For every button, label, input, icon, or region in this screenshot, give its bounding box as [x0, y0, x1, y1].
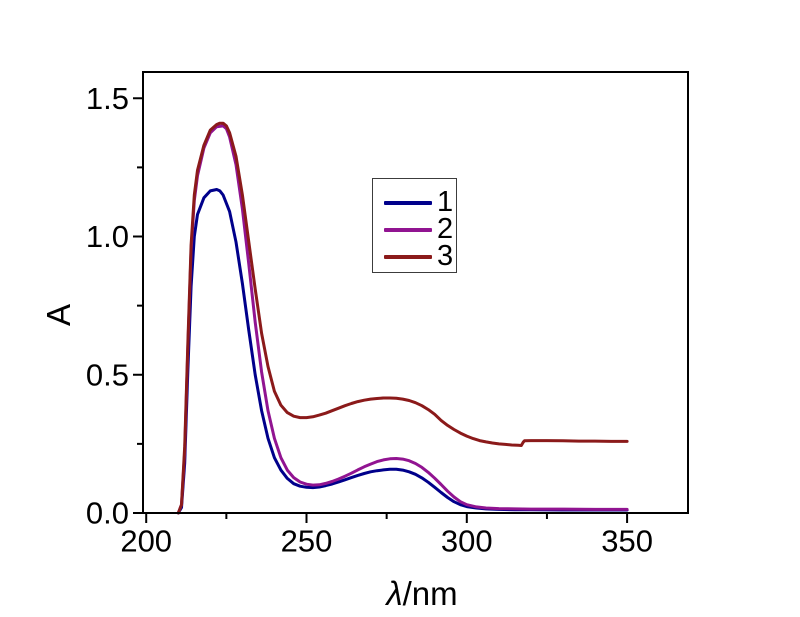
legend-line-series-2 — [384, 227, 432, 232]
y-tick-label-0.5: 0.5 — [86, 357, 129, 392]
plot-frame — [142, 71, 689, 514]
x-axis-label-unit: /nm — [402, 575, 458, 612]
x-tick-label-200: 200 — [120, 523, 172, 558]
legend-entry-3: 3 — [384, 240, 456, 272]
legend-label-series-2: 2 — [437, 213, 454, 245]
x-tick-label-350: 350 — [601, 523, 653, 558]
curve-2 — [176, 124, 629, 515]
x-tick-label-300: 300 — [441, 523, 493, 558]
legend-label-series-1: 1 — [437, 186, 454, 218]
legend-entry-2: 2 — [384, 213, 456, 245]
legend-line-series-3 — [384, 254, 432, 259]
y-tick-label-1.5: 1.5 — [86, 81, 129, 116]
y-axis-label-text: A — [39, 304, 77, 327]
curve-3 — [176, 121, 629, 515]
legend-line-series-1 — [384, 200, 432, 205]
legend-label-series-3: 3 — [437, 240, 454, 272]
lambda-symbol: λ — [386, 575, 403, 612]
curve-1 — [176, 188, 629, 515]
legend-entry-1: 1 — [384, 186, 456, 218]
legend-box: 1 2 3 — [372, 178, 457, 273]
x-tick-label-250: 250 — [281, 523, 333, 558]
y-tick-label-1.0: 1.0 — [86, 219, 129, 254]
y-axis-label: A — [36, 291, 80, 339]
y-tick-label-0.0: 0.0 — [86, 496, 129, 531]
x-axis-label: λ/nm — [342, 577, 502, 610]
